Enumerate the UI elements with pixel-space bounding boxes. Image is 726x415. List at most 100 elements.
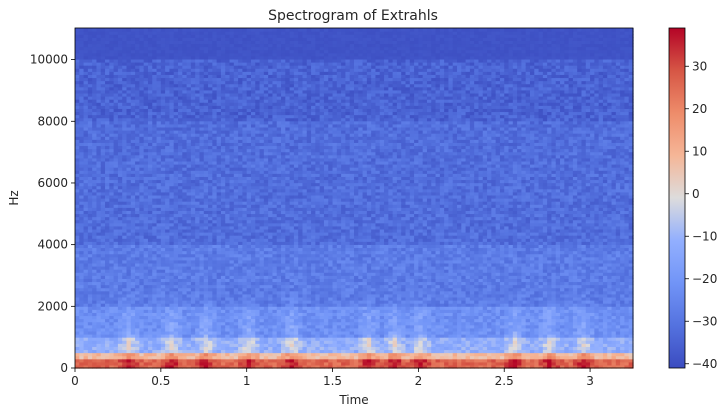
spectrogram-cell	[152, 176, 158, 181]
spectrogram-cell	[109, 139, 115, 143]
spectrogram-cell	[186, 296, 192, 301]
spectrogram-cell	[105, 173, 110, 177]
spectrogram-cell	[79, 207, 85, 211]
spectrogram-cell	[96, 68, 102, 72]
spectrogram-cell	[87, 358, 93, 363]
spectrogram-cell	[100, 164, 106, 168]
spectrogram-cell	[152, 55, 158, 60]
spectrogram-cell	[122, 281, 128, 286]
spectrogram-cell	[169, 167, 175, 171]
spectrogram-cell	[79, 46, 85, 51]
spectrogram-cell	[75, 327, 80, 332]
spectrogram-cell	[160, 28, 166, 32]
spectrogram-cell	[152, 164, 158, 168]
spectrogram-cell	[79, 49, 85, 54]
spectrogram-cell	[87, 68, 93, 72]
spectrogram-cell	[165, 281, 171, 286]
spectrogram-cell	[92, 58, 98, 63]
spectrogram-cell	[79, 34, 85, 38]
spectrogram-cell	[79, 337, 85, 341]
spectrogram-plot	[74, 27, 634, 369]
spectrogram-cell	[255, 28, 261, 32]
spectrogram-cell	[96, 62, 102, 66]
spectrogram-cell	[147, 148, 153, 153]
spectrogram-cell	[178, 198, 183, 202]
spectrogram-cell	[173, 37, 179, 41]
spectrogram-cell	[92, 284, 98, 289]
spectrogram-cell	[165, 306, 171, 310]
spectrogram-cell	[126, 89, 132, 94]
spectrogram-cell	[156, 312, 162, 317]
spectrogram-cell	[195, 176, 201, 181]
spectrogram-cell	[147, 62, 153, 66]
spectrogram-cell	[87, 216, 93, 221]
spectrogram-cell	[195, 145, 201, 150]
spectrogram-cell	[75, 148, 80, 153]
spectrogram-cell	[178, 120, 183, 125]
spectrogram-cell	[182, 151, 188, 156]
spectrogram-cell	[173, 235, 179, 239]
spectrogram-cell	[195, 80, 201, 85]
spectrogram-cell	[100, 272, 106, 276]
spectrogram-cell	[190, 318, 196, 323]
spectrogram-cell	[160, 355, 166, 360]
spectrogram-cell	[105, 74, 110, 79]
spectrogram-cell	[178, 46, 183, 51]
spectrogram-cell	[143, 77, 149, 82]
spectrogram-cell	[87, 179, 93, 184]
spectrogram-cell	[199, 228, 205, 233]
spectrogram-cell	[122, 272, 128, 276]
spectrogram-cell	[96, 306, 102, 310]
spectrogram-cell	[165, 222, 171, 227]
spectrogram-cell	[195, 232, 201, 236]
spectrogram-cell	[126, 303, 132, 307]
spectrogram-cell	[92, 259, 98, 264]
spectrogram-cell	[147, 31, 153, 35]
spectrogram-cell	[113, 269, 119, 273]
spectrogram-cell	[160, 241, 166, 245]
spectrogram-cell	[113, 241, 119, 245]
spectrogram-cell	[87, 31, 93, 35]
spectrogram-cell	[122, 130, 128, 134]
spectrogram-cell	[75, 37, 80, 41]
spectrogram-cell	[109, 173, 115, 177]
spectrogram-cell	[190, 222, 196, 227]
spectrogram-cell	[156, 352, 162, 357]
spectrogram-cell	[165, 247, 171, 252]
spectrogram-cell	[96, 179, 102, 184]
spectrogram-cell	[92, 312, 98, 317]
spectrogram-cell	[100, 92, 106, 97]
spectrogram-cell	[173, 179, 179, 184]
spectrogram-cell	[147, 77, 153, 82]
spectrogram-cell	[139, 238, 145, 242]
spectrogram-cell	[178, 225, 183, 230]
spectrogram-cell	[83, 83, 89, 88]
spectrogram-cell	[92, 188, 98, 193]
spectrogram-cell	[160, 80, 166, 85]
spectrogram-cell	[100, 324, 106, 329]
spectrogram-cell	[182, 306, 188, 310]
spectrogram-cell	[195, 327, 201, 332]
spectrogram-cell	[135, 191, 140, 196]
spectrogram-cell	[96, 210, 102, 215]
spectrogram-cell	[160, 31, 166, 35]
spectrogram-cell	[100, 318, 106, 323]
spectrogram-cell	[100, 130, 106, 134]
spectrogram-cell	[92, 364, 98, 369]
spectrogram-cell	[117, 210, 123, 215]
spectrogram-cell	[160, 337, 166, 341]
spectrogram-cell	[83, 293, 89, 298]
spectrogram-cell	[92, 232, 98, 236]
spectrogram-cell	[169, 247, 175, 252]
spectrogram-cell	[139, 204, 145, 208]
spectrogram-cell	[165, 213, 171, 218]
spectrogram-cell	[92, 65, 98, 69]
spectrogram-cell	[79, 130, 85, 134]
spectrogram-cell	[96, 315, 102, 320]
spectrogram-cell	[109, 204, 115, 208]
spectrogram-cell	[109, 194, 115, 199]
spectrogram-cell	[135, 278, 140, 283]
spectrogram-cell	[139, 278, 145, 283]
spectrogram-cell	[100, 225, 106, 230]
spectrogram-cell	[165, 194, 171, 199]
